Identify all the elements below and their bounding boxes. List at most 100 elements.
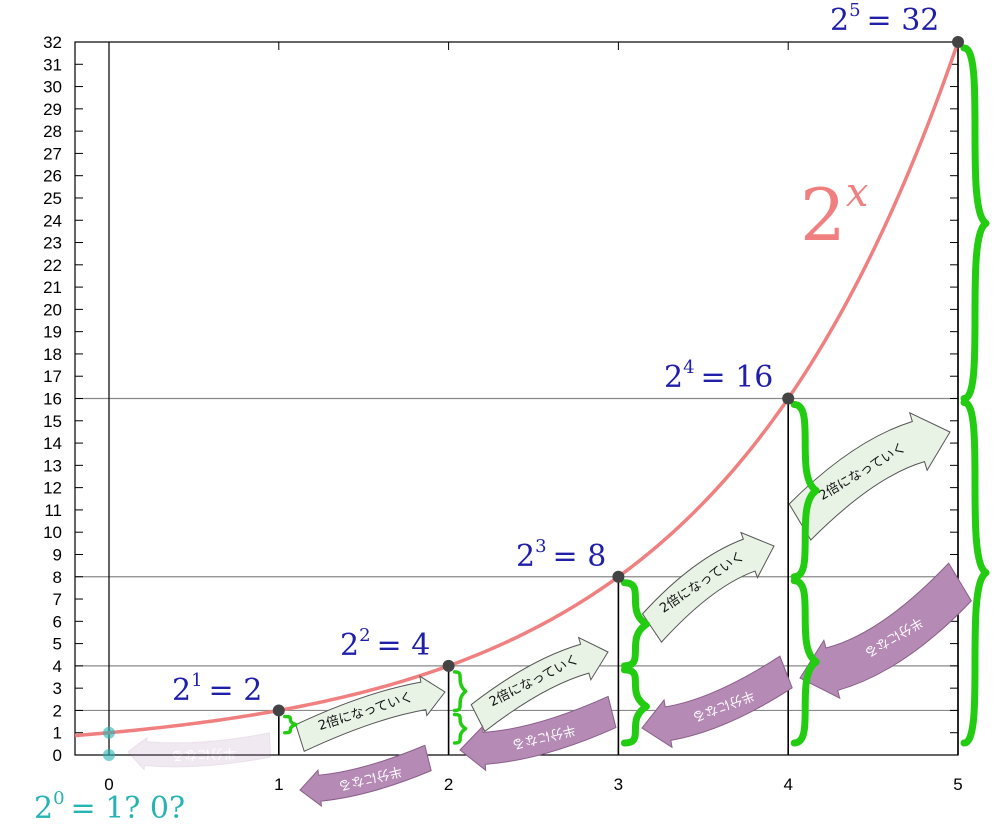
y-tick-label: 31	[43, 55, 62, 74]
y-tick-label: 27	[43, 144, 62, 163]
y-tick-label: 2	[53, 701, 62, 720]
point-label-exponent: 2	[359, 625, 370, 646]
x-tick-label: 3	[614, 775, 623, 794]
brace-doubling	[283, 714, 298, 735]
point-label-base: 2	[340, 628, 359, 663]
y-tick-label: 18	[43, 345, 62, 364]
faded-half-arrow-label: 半分になる	[171, 744, 237, 762]
y-tick-label: 10	[43, 523, 62, 542]
y-tick-label: 0	[53, 746, 62, 765]
zero-label-exponent: 0	[53, 788, 64, 809]
y-tick-label: 4	[53, 657, 62, 676]
y-tick-label: 30	[43, 78, 62, 97]
curve-layer	[74, 41, 960, 738]
point-label-base: 2	[516, 539, 535, 574]
point-label: 25 = 32	[830, 0, 939, 38]
y-tick-label: 22	[43, 256, 62, 275]
half-arrow	[299, 744, 432, 808]
point-label: 21 = 2	[172, 670, 262, 708]
y-tick-label: 14	[43, 434, 62, 453]
zero-label-base: 2	[34, 791, 53, 826]
y-tick-label: 6	[53, 612, 62, 631]
tick-labels: 0123456789101112131415161718192021222324…	[43, 33, 963, 794]
point-label: 24 = 16	[664, 357, 773, 395]
y-tick-label: 1	[53, 724, 62, 743]
y-tick-label: 23	[43, 234, 62, 253]
point-label-rhs: = 16	[701, 360, 774, 395]
exponential-curve	[74, 41, 960, 738]
point-label: 23 = 8	[516, 536, 606, 574]
y-tick-label: 19	[43, 323, 62, 342]
double-arrow	[470, 636, 609, 733]
zero-point-zero	[103, 749, 115, 761]
y-tick-label: 9	[53, 545, 62, 564]
y-tick-label: 5	[53, 635, 62, 654]
point-label-exponent: 5	[849, 0, 860, 21]
function-label: 2x	[800, 170, 868, 257]
y-tick-label: 12	[43, 479, 62, 498]
double-arrow	[788, 411, 951, 541]
x-tick-label: 1	[274, 775, 283, 794]
y-tick-label: 29	[43, 100, 62, 119]
x-tick-label: 4	[783, 775, 792, 794]
y-tick-label: 20	[43, 300, 62, 319]
zero-question-label: 20 = 1? 0?	[34, 788, 185, 826]
data-point	[442, 659, 455, 672]
brace-half	[620, 666, 650, 747]
brace-half	[452, 712, 468, 745]
point-label-rhs: = 4	[377, 628, 431, 663]
y-tick-label: 28	[43, 122, 62, 141]
y-tick-label: 3	[53, 679, 62, 698]
half-arrow	[641, 655, 793, 749]
y-tick-label: 32	[43, 33, 62, 52]
y-tick-label: 25	[43, 189, 62, 208]
x-tick-label: 0	[104, 775, 113, 794]
arrow-layer: 2倍になっていく2倍になっていく2倍になっていく2倍になっていく半分になる半分に…	[127, 411, 972, 808]
y-tick-label: 8	[53, 568, 62, 587]
brace-doubling	[790, 401, 820, 581]
y-tick-label: 15	[43, 412, 62, 431]
faded-half-arrow	[127, 732, 272, 771]
brace-doubling	[452, 670, 468, 713]
function-base: 2	[800, 173, 846, 257]
point-label-exponent: 1	[191, 670, 202, 691]
point-label-base: 2	[830, 3, 849, 38]
data-point	[952, 36, 964, 48]
point-label-rhs: = 8	[553, 539, 607, 574]
y-tick-label: 7	[53, 590, 62, 609]
half-arrow	[799, 562, 972, 700]
brace-half	[960, 399, 990, 747]
brace-layer	[283, 44, 990, 747]
zero-point-one	[103, 726, 115, 739]
zero-label-rhs: = 1? 0?	[71, 791, 186, 826]
point-label-base: 2	[172, 673, 191, 708]
point-label-rhs: = 32	[867, 3, 940, 38]
y-tick-label: 11	[44, 501, 62, 520]
data-point	[782, 392, 795, 405]
point-label-exponent: 3	[535, 536, 546, 557]
point-label: 22 = 4	[340, 625, 430, 663]
double-arrow	[641, 531, 775, 643]
brace-doubling	[620, 579, 650, 670]
double-arrow-label: 2倍になっていく	[657, 549, 747, 616]
half-arrow	[459, 695, 617, 772]
brace-doubling	[960, 44, 990, 402]
function-exponent: x	[846, 170, 869, 216]
point-label-exponent: 4	[683, 357, 694, 378]
y-tick-label: 21	[43, 278, 62, 297]
point-layer	[103, 36, 964, 761]
data-point	[272, 704, 285, 717]
y-tick-label: 13	[43, 456, 62, 475]
point-label-base: 2	[664, 360, 683, 395]
faded-half-arrow-group: 半分になる	[127, 732, 272, 771]
brace-half	[790, 577, 820, 747]
y-tick-label: 26	[43, 167, 62, 186]
point-label-rhs: = 2	[209, 673, 263, 708]
y-tick-label: 17	[43, 367, 62, 386]
x-tick-label: 5	[953, 775, 962, 794]
x-tick-label: 2	[444, 775, 453, 794]
y-tick-label: 24	[43, 211, 62, 230]
double-arrow	[295, 675, 446, 753]
